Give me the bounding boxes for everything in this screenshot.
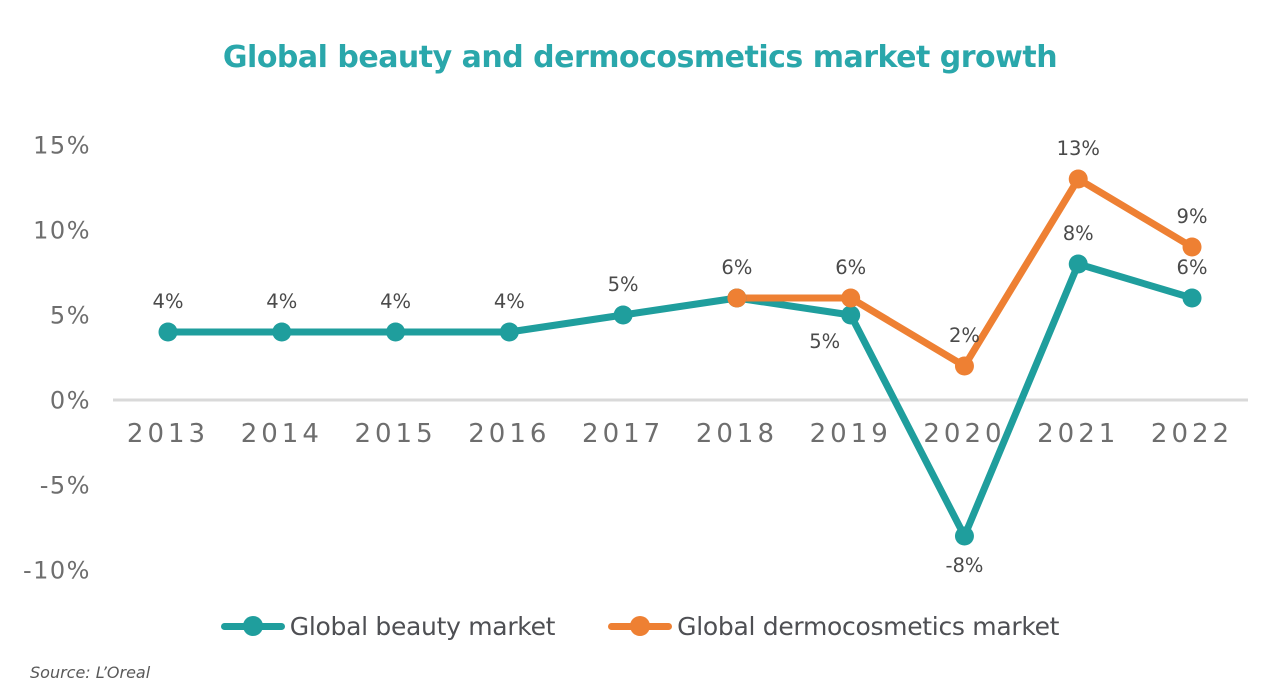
data-point: [841, 288, 861, 308]
data-point-label: 4%: [380, 290, 411, 313]
data-point-label: 9%: [1177, 205, 1208, 228]
x-axis-tick-label: 2015: [354, 419, 436, 449]
legend-label-dermo: Global dermocosmetics market: [677, 611, 1060, 641]
source-note: Source: L’Oreal: [30, 663, 151, 682]
legend-dot-icon: [242, 616, 263, 636]
x-axis-tick-label: 2013: [127, 419, 209, 449]
data-point: [1182, 288, 1202, 308]
data-point-label: 8%: [1063, 222, 1094, 245]
data-point: [1182, 237, 1202, 257]
legend-dot-icon: [630, 616, 651, 636]
y-axis-tick-label: 15%: [33, 132, 91, 160]
y-axis-tick-label: -5%: [40, 472, 91, 500]
data-point-label: 13%: [1057, 137, 1100, 160]
data-point-label: 6%: [721, 256, 752, 279]
dermo-line-marker-icon: [608, 610, 673, 642]
data-point-label: 2%: [949, 324, 980, 347]
chart-title: Global beauty and dermocosmetics market …: [222, 40, 1058, 75]
data-point: [954, 356, 974, 376]
data-point: [1068, 254, 1088, 274]
data-point-label: 4%: [266, 290, 297, 313]
data-point-label: 5%: [809, 330, 840, 353]
x-axis-tick-label: 2019: [810, 419, 892, 449]
x-axis-tick-label: 2020: [923, 419, 1005, 449]
data-point: [272, 322, 292, 342]
y-axis-tick-label: 10%: [33, 217, 91, 245]
data-point: [158, 322, 178, 342]
data-point-label: 6%: [835, 256, 866, 279]
x-axis-tick-label: 2017: [582, 419, 664, 449]
data-point-label: 4%: [153, 290, 184, 313]
data-point-label: -8%: [945, 554, 983, 577]
y-axis-tick-label: -10%: [23, 557, 91, 585]
legend-label-beauty: Global beauty market: [289, 611, 556, 641]
data-point: [954, 526, 974, 546]
x-axis-tick-label: 2018: [696, 419, 778, 449]
data-point: [499, 322, 519, 342]
x-axis-tick-label: 2022: [1151, 419, 1233, 449]
legend-item-beauty: Global beauty market: [220, 610, 556, 642]
y-axis-tick-label: 0%: [50, 387, 91, 415]
data-point: [1068, 169, 1088, 189]
data-point-label: 6%: [1177, 256, 1208, 279]
x-axis-tick-label: 2014: [241, 419, 323, 449]
y-axis-tick-label: 5%: [50, 302, 91, 330]
beauty-line-marker-icon: [220, 610, 285, 642]
data-point: [613, 305, 633, 325]
series-line: [164, 260, 1196, 540]
data-point: [841, 305, 861, 325]
chart-legend: Global beauty market Global dermocosmeti…: [0, 610, 1280, 642]
data-point: [727, 288, 747, 308]
x-axis-tick-label: 2016: [468, 419, 550, 449]
x-axis-tick-label: 2021: [1037, 419, 1119, 449]
legend-item-dermo: Global dermocosmetics market: [608, 610, 1060, 642]
data-point-label: 5%: [608, 273, 639, 296]
data-point: [386, 322, 406, 342]
data-point-label: 4%: [494, 290, 525, 313]
